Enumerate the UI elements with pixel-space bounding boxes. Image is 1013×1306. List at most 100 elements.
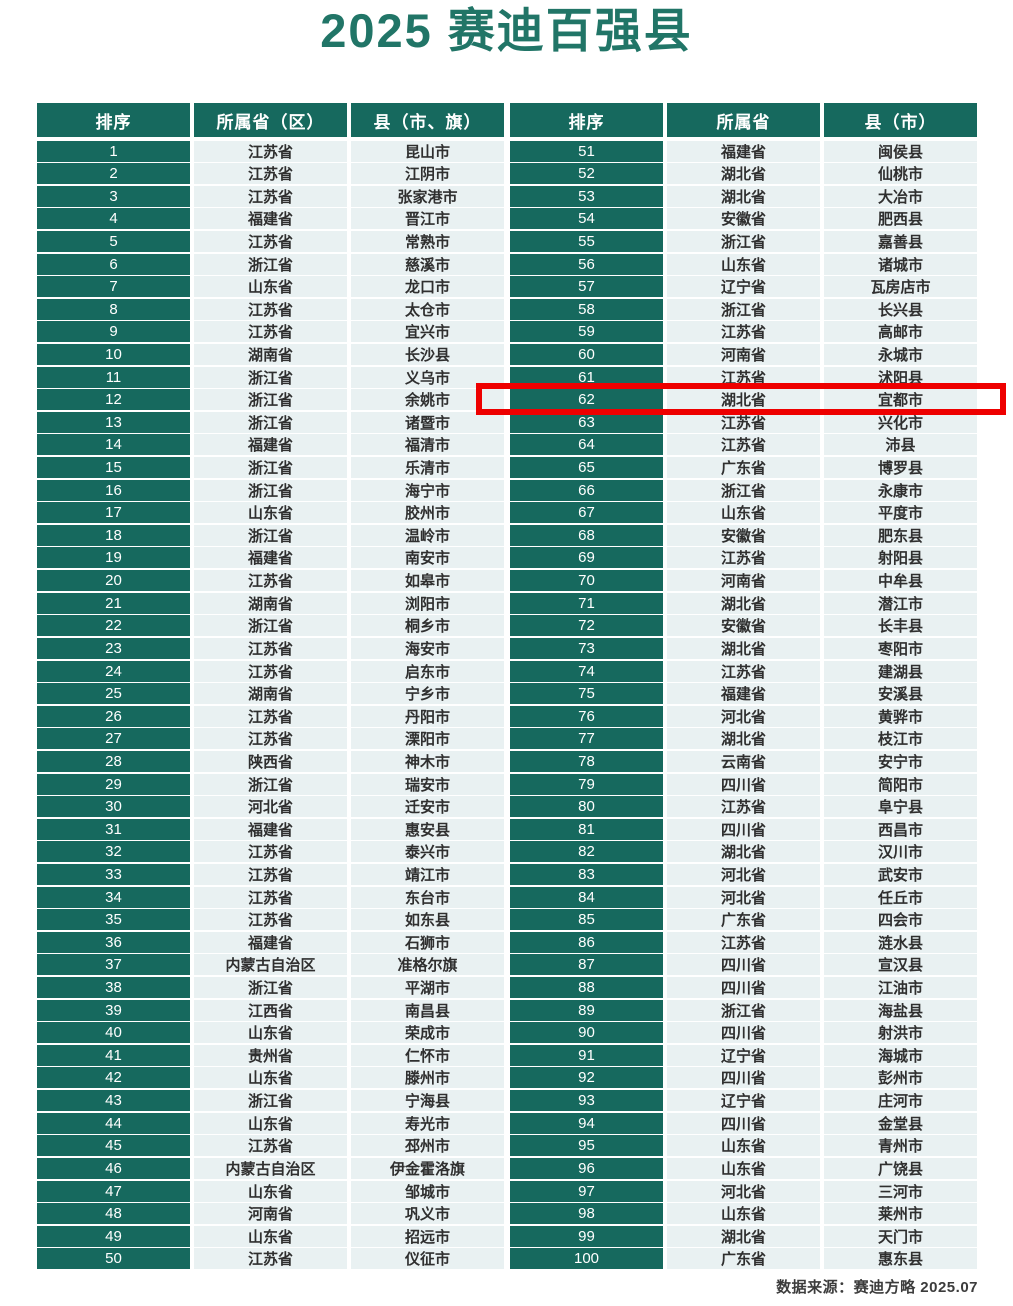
province-cell: 辽宁省 <box>667 1044 820 1066</box>
rank-cell: 95 <box>510 1135 663 1157</box>
rank-cell: 100 <box>510 1248 663 1270</box>
table-row: 18 浙江省 温岭市 <box>37 524 504 546</box>
province-cell: 福建省 <box>667 140 820 162</box>
province-cell: 江苏省 <box>194 321 347 343</box>
rank-cell: 42 <box>37 1067 190 1089</box>
county-cell: 晋江市 <box>351 208 504 230</box>
rank-cell: 44 <box>37 1112 190 1134</box>
county-cell: 仪征市 <box>351 1248 504 1270</box>
rank-cell: 39 <box>37 999 190 1021</box>
province-cell: 浙江省 <box>667 298 820 320</box>
county-cell: 如皋市 <box>351 570 504 592</box>
county-cell: 常熟市 <box>351 230 504 252</box>
province-cell: 湖北省 <box>667 1225 820 1247</box>
province-cell: 四川省 <box>667 954 820 976</box>
table-ranks-51-100: 排序 所属省 县（市） 51 福建省 闽侯县 52 湖北省 仙桃市 53 湖北省 大冶市 54 安徽省 肥西… <box>510 103 977 1271</box>
table-row: 22 浙江省 桐乡市 <box>37 615 504 637</box>
rank-cell: 16 <box>37 479 190 501</box>
province-cell: 安徽省 <box>667 524 820 546</box>
province-cell: 浙江省 <box>194 524 347 546</box>
table-row: 86 江苏省 涟水县 <box>510 931 977 953</box>
county-cell: 四会市 <box>824 909 977 931</box>
county-cell: 长兴县 <box>824 298 977 320</box>
province-cell: 浙江省 <box>194 457 347 479</box>
county-cell: 安宁市 <box>824 750 977 772</box>
table-row: 82 湖北省 汉川市 <box>510 841 977 863</box>
rank-cell: 88 <box>510 977 663 999</box>
province-cell: 江苏省 <box>667 411 820 433</box>
province-cell: 江苏省 <box>667 547 820 569</box>
rank-cell: 12 <box>37 389 190 411</box>
rank-cell: 91 <box>510 1044 663 1066</box>
table-row: 57 辽宁省 瓦房店市 <box>510 276 977 298</box>
province-cell: 山东省 <box>194 1067 347 1089</box>
province-cell: 河南省 <box>667 570 820 592</box>
table-row: 53 湖北省 大冶市 <box>510 185 977 207</box>
county-cell: 彭州市 <box>824 1067 977 1089</box>
table-ranks-1-50: 排序 所属省（区） 县（市、旗） 1 江苏省 昆山市 2 江苏省 江阴市 3 江苏省 张家港市 4 福建省… <box>37 103 504 1271</box>
rank-cell: 56 <box>510 253 663 275</box>
county-cell: 射阳县 <box>824 547 977 569</box>
rank-cell: 80 <box>510 796 663 818</box>
table-row: 33 江苏省 靖江市 <box>37 864 504 885</box>
province-cell: 山东省 <box>667 1135 820 1157</box>
data-source-note: 数据来源：赛迪方略 2025.07 <box>776 1279 978 1296</box>
rank-cell: 34 <box>37 886 190 908</box>
county-cell: 肥西县 <box>824 208 977 230</box>
rank-cell: 93 <box>510 1090 663 1112</box>
table-row: 94 四川省 金堂县 <box>510 1112 977 1134</box>
province-cell: 江苏省 <box>667 321 820 343</box>
rank-cell: 11 <box>37 366 190 388</box>
table-row: 66 浙江省 永康市 <box>510 479 977 501</box>
county-cell: 安溪县 <box>824 683 977 705</box>
province-cell: 江苏省 <box>194 841 347 863</box>
county-cell: 建湖县 <box>824 660 977 682</box>
county-cell: 慈溪市 <box>351 253 504 275</box>
county-cell: 简阳市 <box>824 773 977 795</box>
table-row: 39 江西省 南昌县 <box>37 999 504 1021</box>
rank-cell: 33 <box>37 864 190 885</box>
rank-cell: 48 <box>37 1203 190 1225</box>
table-row: 71 湖北省 潜江市 <box>510 592 977 614</box>
county-cell: 伊金霍洛旗 <box>351 1157 504 1179</box>
rank-cell: 6 <box>37 253 190 275</box>
province-cell: 浙江省 <box>667 230 820 252</box>
province-cell: 浙江省 <box>194 977 347 999</box>
province-cell: 辽宁省 <box>667 1090 820 1112</box>
rank-cell: 14 <box>37 434 190 456</box>
province-cell: 浙江省 <box>194 773 347 795</box>
rank-cell: 19 <box>37 547 190 569</box>
province-cell: 江苏省 <box>194 1248 347 1270</box>
rank-cell: 55 <box>510 230 663 252</box>
province-cell: 河北省 <box>194 796 347 818</box>
table-row: 64 江苏省 沛县 <box>510 434 977 456</box>
province-cell: 山东省 <box>667 502 820 524</box>
table-row: 15 浙江省 乐清市 <box>37 457 504 479</box>
province-cell: 浙江省 <box>194 366 347 388</box>
table-row: 45 江苏省 邳州市 <box>37 1135 504 1157</box>
county-cell: 南安市 <box>351 547 504 569</box>
county-cell: 涟水县 <box>824 931 977 953</box>
column-header: 县（市、旗） <box>351 103 504 137</box>
table-row: 7 山东省 龙口市 <box>37 276 504 298</box>
province-cell: 江苏省 <box>194 230 347 252</box>
county-cell: 瑞安市 <box>351 773 504 795</box>
table-row: 12 浙江省 余姚市 <box>37 389 504 411</box>
county-cell: 丹阳市 <box>351 705 504 727</box>
county-cell: 黄骅市 <box>824 705 977 727</box>
county-cell: 邳州市 <box>351 1135 504 1157</box>
county-cell: 高邮市 <box>824 321 977 343</box>
table-row: 61 江苏省 沭阳县 <box>510 366 977 388</box>
table-row: 84 河北省 任丘市 <box>510 886 977 908</box>
rank-cell: 76 <box>510 705 663 727</box>
rank-cell: 87 <box>510 954 663 976</box>
table-row: 28 陕西省 神木市 <box>37 750 504 772</box>
rank-cell: 13 <box>37 411 190 433</box>
table-row: 91 辽宁省 海城市 <box>510 1044 977 1066</box>
county-cell: 溧阳市 <box>351 728 504 750</box>
table-row: 83 河北省 武安市 <box>510 864 977 885</box>
rank-cell: 73 <box>510 637 663 659</box>
table-row: 65 广东省 博罗县 <box>510 457 977 479</box>
county-cell: 射洪市 <box>824 1022 977 1044</box>
province-cell: 江苏省 <box>667 796 820 818</box>
